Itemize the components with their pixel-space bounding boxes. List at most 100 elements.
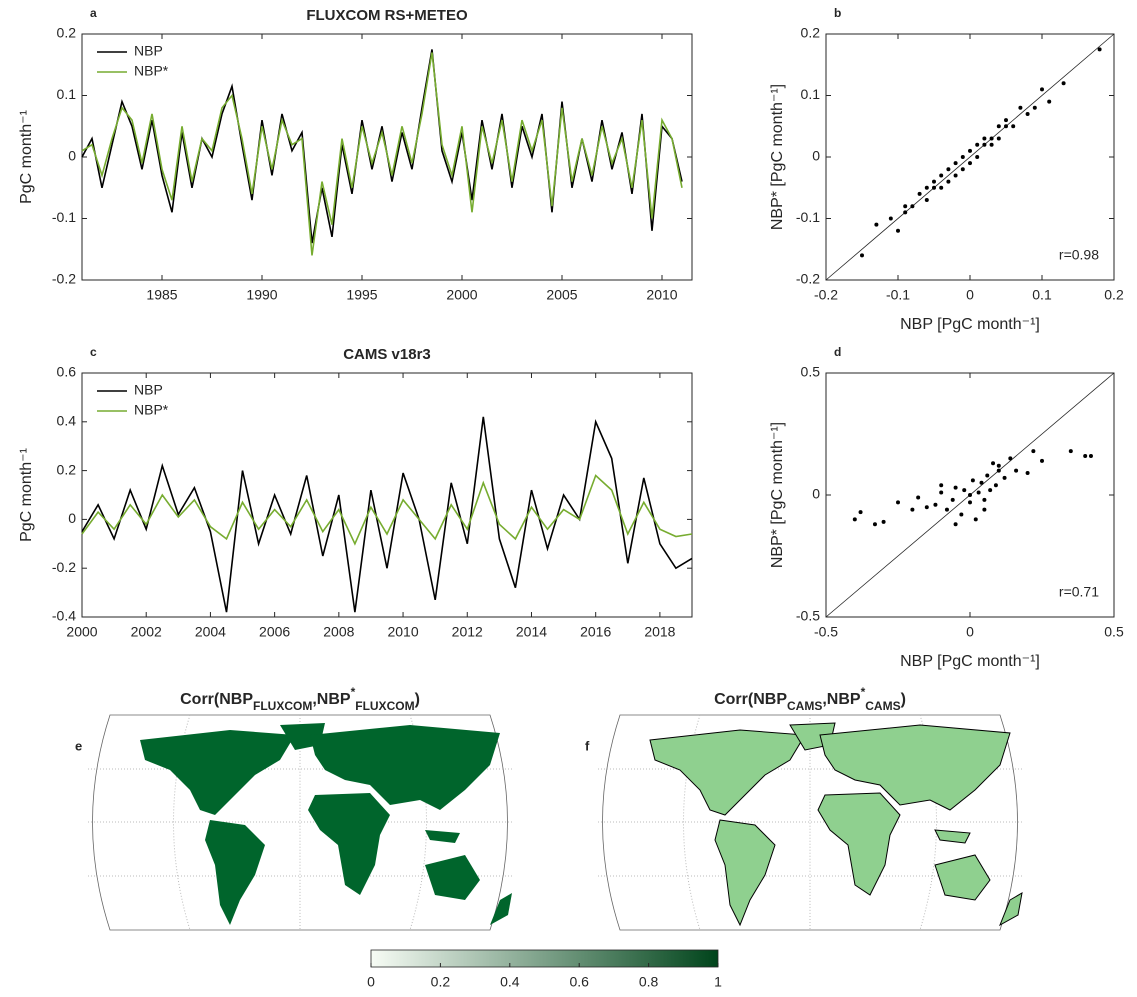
point: [903, 204, 908, 209]
y-tick-label: 0.1: [801, 86, 821, 102]
point: [924, 185, 929, 190]
colorbar-tick-label: 0: [367, 974, 375, 990]
point: [968, 161, 972, 166]
point: [903, 210, 908, 215]
legend-label: NBP*: [134, 402, 169, 418]
y-axis-label: PgC month⁻¹: [18, 448, 35, 542]
series-line: [81, 416, 693, 613]
colorbar-tick-label: 0.8: [639, 974, 659, 990]
point: [985, 473, 990, 478]
point: [1032, 105, 1037, 110]
chart-title: FLUXCOM RS+METEO: [306, 7, 468, 24]
point: [976, 490, 981, 495]
x-tick-label: 2006: [259, 624, 290, 640]
point: [933, 502, 938, 507]
y-axis-label: NBP* [PgC month⁻¹]: [769, 84, 786, 230]
x-tick-label: 2014: [516, 624, 547, 640]
point: [989, 142, 994, 147]
title-part: *: [861, 685, 866, 699]
point: [953, 173, 958, 178]
point: [996, 468, 1001, 473]
point: [1004, 124, 1008, 129]
point: [860, 253, 864, 258]
x-tick-label: 2010: [387, 624, 418, 640]
series-line: [81, 474, 693, 546]
x-tick-label: 2004: [195, 624, 226, 640]
panel-label: e: [75, 738, 82, 753]
point: [946, 167, 951, 172]
series-line: [81, 52, 683, 256]
point: [1004, 118, 1008, 123]
legend-label: NBP: [134, 382, 163, 398]
point: [896, 228, 900, 233]
title-part: Corr(NBP: [714, 691, 787, 708]
point: [939, 185, 944, 190]
x-axis-label: NBP [PgC month⁻¹]: [900, 316, 1040, 333]
point: [989, 136, 994, 141]
colorbar-tick-label: 0.4: [500, 974, 520, 990]
panel-label: a: [90, 6, 97, 20]
point: [1040, 458, 1044, 463]
title-part: ,NBP: [822, 691, 861, 708]
point: [996, 463, 1001, 468]
x-tick-label: 2016: [580, 624, 611, 640]
point: [946, 179, 951, 184]
point: [916, 495, 921, 500]
x-tick-label: 2012: [452, 624, 483, 640]
point: [968, 493, 972, 497]
title-part: ,NBP: [312, 691, 351, 708]
colorbar-tick-label: 0.6: [569, 974, 589, 990]
point: [973, 517, 978, 522]
y-tick-label: -0.1: [52, 209, 76, 225]
point: [953, 161, 958, 166]
x-tick-label: 2010: [646, 287, 677, 303]
title-part: CAMS: [787, 699, 822, 713]
point: [881, 519, 886, 524]
title-part: Corr(NBP: [180, 691, 253, 708]
point: [917, 191, 922, 196]
x-axis-label: NBP [PgC month⁻¹]: [900, 653, 1040, 670]
point: [950, 497, 955, 502]
x-tick-label: 0.2: [1104, 287, 1124, 303]
y-tick-label: 0.2: [57, 461, 77, 477]
y-tick-label: 0.2: [57, 25, 77, 41]
point: [1002, 475, 1007, 480]
x-tick-label: 1990: [246, 287, 277, 303]
y-axis-label: NBP* [PgC month⁻¹]: [769, 422, 786, 568]
point: [1031, 449, 1036, 454]
y-tick-label: -0.4: [52, 608, 76, 624]
point: [924, 505, 929, 510]
annotation: r=0.71: [1059, 584, 1099, 600]
point: [1088, 453, 1093, 458]
point: [982, 497, 987, 502]
point: [1040, 87, 1044, 92]
point: [932, 185, 936, 190]
map-title: Corr(NBPFLUXCOM,NBP*FLUXCOM): [180, 685, 420, 713]
point: [993, 483, 998, 488]
y-tick-label: 0.6: [57, 364, 77, 380]
point: [944, 507, 949, 512]
point: [872, 522, 877, 527]
point: [888, 216, 893, 221]
point: [968, 500, 972, 505]
title-part: FLUXCOM: [253, 699, 312, 713]
identity-line: [825, 33, 1115, 281]
point: [924, 198, 929, 203]
panel-label: c: [90, 345, 97, 359]
point: [939, 483, 944, 488]
y-tick-label: 0: [812, 148, 820, 164]
legend-label: NBP: [134, 43, 163, 59]
point: [996, 136, 1001, 141]
point: [991, 461, 996, 466]
point: [996, 124, 1001, 129]
point: [953, 522, 958, 527]
point: [896, 500, 900, 505]
y-tick-label: 0.4: [57, 413, 77, 429]
title-part: FLUXCOM: [355, 699, 414, 713]
point: [1025, 111, 1030, 116]
y-tick-label: -0.2: [52, 559, 76, 575]
point: [1018, 105, 1023, 110]
point: [982, 142, 987, 147]
point: [932, 179, 936, 184]
